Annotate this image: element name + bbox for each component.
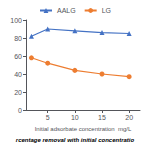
svg-text:rcentage removal with initial: rcentage removal with initial concentrat… [16, 137, 135, 143]
svg-text:0: 0 [18, 107, 22, 114]
svg-text:5: 5 [46, 114, 50, 121]
svg-text:LG: LG [102, 7, 111, 14]
svg-text:Initial adsorbate concentratio: Initial adsorbate concentration mg/L [35, 126, 132, 132]
svg-text:60: 60 [14, 53, 22, 60]
svg-text:AALG: AALG [57, 7, 76, 14]
svg-text:100: 100 [10, 17, 22, 24]
svg-text:15: 15 [98, 114, 106, 121]
svg-text:20: 20 [125, 114, 133, 121]
svg-text:40: 40 [14, 71, 22, 78]
svg-text:80: 80 [14, 35, 22, 42]
svg-text:20: 20 [14, 89, 22, 96]
svg-text:10: 10 [71, 114, 79, 121]
